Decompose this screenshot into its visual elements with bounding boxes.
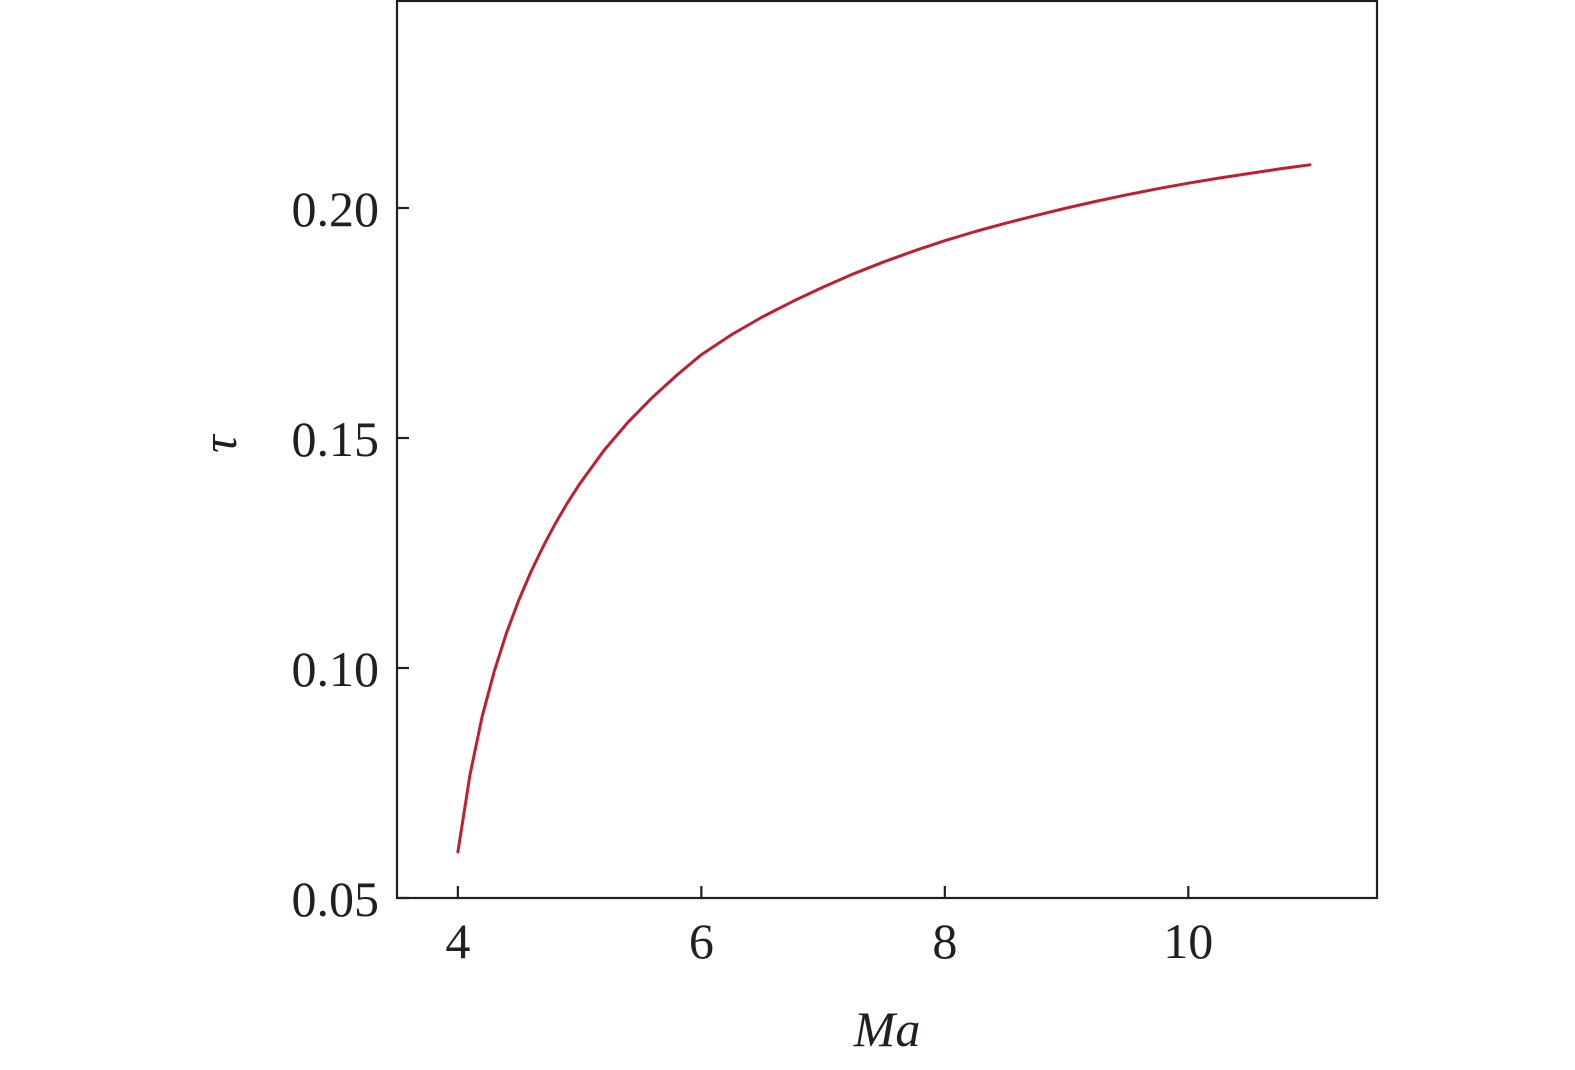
x-tick-label: 10 [1163,913,1213,969]
y-tick-label: 0.20 [292,181,380,237]
y-axis-title: τ [191,433,247,453]
series-layer [456,163,1312,854]
x-tick-label: 4 [445,913,470,969]
x-tick-label: 8 [932,913,957,969]
x-tick-label: 6 [689,913,714,969]
plot-frame [395,0,1379,900]
x-axis-ticks: 4 6 8 10 [445,886,1213,969]
y-axis-ticks: 0.05 0.10 0.15 0.20 [292,181,409,927]
y-tick-label: 0.15 [292,411,380,467]
y-tick-label: 0.10 [292,641,380,697]
series-line [456,163,1312,854]
y-tick-label: 0.05 [292,871,380,927]
x-axis-title: Ma [853,1001,921,1057]
